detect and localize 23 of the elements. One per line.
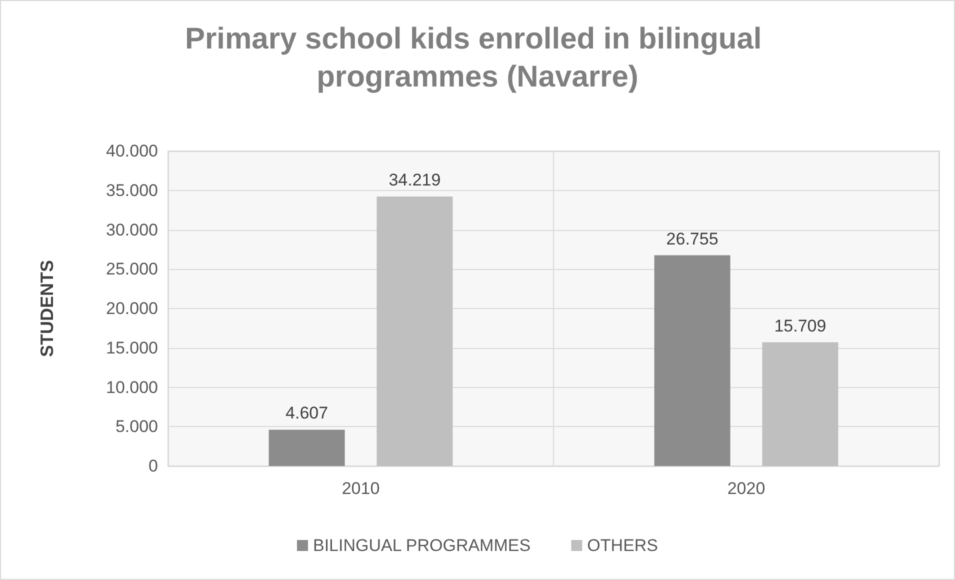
chart-title: Primary school kids enrolled in bilingual programmes (Navarre)	[184, 22, 770, 94]
y-tick-label: 35.000	[106, 180, 158, 200]
y-tick-label: 10.000	[106, 378, 158, 397]
y-tick-label: 15.000	[106, 338, 158, 358]
data-label: 4.607	[286, 404, 328, 423]
bar	[376, 196, 453, 466]
y-tick-label: 25.000	[106, 260, 158, 279]
legend-label: OTHERS	[587, 536, 658, 555]
bar	[268, 430, 345, 466]
y-tick-label: 0	[148, 456, 158, 476]
bar	[654, 255, 730, 466]
y-tick-label: 40.000	[106, 142, 158, 160]
x-tick-label: 2020	[727, 479, 766, 498]
x-tick-label: 2010	[342, 479, 380, 498]
bar	[762, 342, 838, 466]
data-label: 26.755	[666, 229, 718, 248]
y-axis-title: STUDENTS	[37, 260, 57, 358]
legend-label: BILINGUAL PROGRAMMES	[312, 536, 531, 555]
y-tick-label: 30.000	[106, 220, 158, 240]
data-label: 34.219	[388, 170, 441, 190]
data-label: 15.709	[774, 316, 826, 336]
y-tick-label: 5.000	[115, 417, 158, 436]
y-tick-label: 20.000	[106, 299, 158, 318]
